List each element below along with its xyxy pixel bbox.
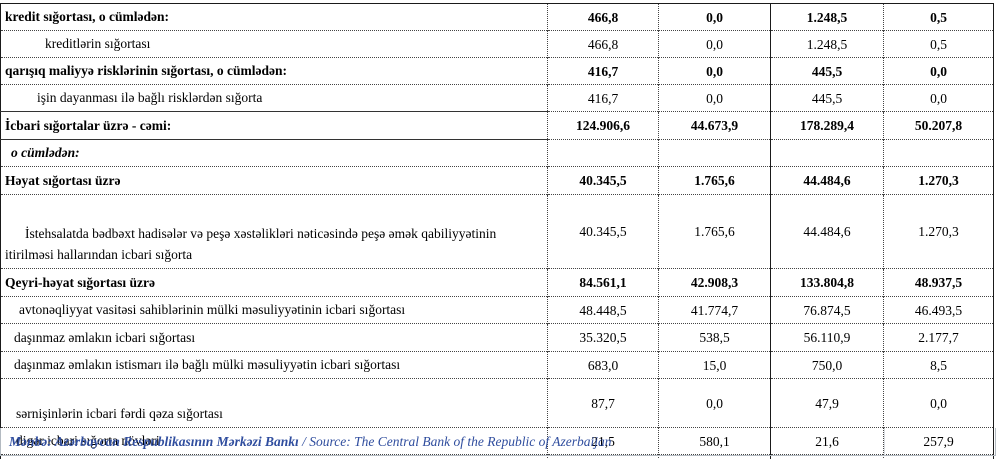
value-cell: 0,0 xyxy=(658,84,771,112)
value-cell: 0,0 xyxy=(658,30,771,58)
insurance-table: kredit sığortası, o cümlədən: 466,8 0,0 … xyxy=(0,3,994,459)
value-cell: 466,8 xyxy=(547,3,659,31)
value-cell: 1.248,5 xyxy=(770,30,884,58)
value-cell: 0,0 xyxy=(883,57,994,85)
row-label: avtonəqliyyat vasitəsi sahiblərinin mülk… xyxy=(0,296,548,324)
value-cell: 0,0 xyxy=(658,57,771,85)
row-label: daşınmaz əmlakın istismarı ilə bağlı mül… xyxy=(0,351,548,379)
value-cell: 44.673,9 xyxy=(658,111,771,140)
value-cell: 683,0 xyxy=(547,351,659,379)
value-cell: 491.604,7 xyxy=(547,454,659,459)
table-row: İstehsalatda bədbəxt hadisələr və peşə x… xyxy=(0,194,994,269)
value-cell: 35.320,5 xyxy=(547,323,659,352)
value-cell: 48.448,5 xyxy=(547,296,659,324)
row-label: YEKUN xyxy=(0,454,548,459)
table-row: işin dayanması ilə bağlı risklərdən sığo… xyxy=(0,84,994,112)
value-cell: 44.484,6 xyxy=(770,194,884,269)
value-cell: 44.484,6 xyxy=(770,166,884,195)
row-label: işin dayanması ilə bağlı risklərdən sığo… xyxy=(0,84,548,112)
value-cell: 0,5 xyxy=(883,3,994,31)
row-label: İcbari sığortalar üzrə - cəmi: xyxy=(0,111,548,140)
value-cell: 257,9 xyxy=(883,427,994,455)
value-cell: 0,0 xyxy=(883,84,994,112)
value-cell: 416,7 xyxy=(547,57,659,85)
row-label: o cümlədən: xyxy=(0,139,548,167)
table-row: Qeyri-həyat sığortası üzrə 84.561,1 42.9… xyxy=(0,268,994,297)
value-cell xyxy=(770,139,884,167)
value-cell: 174.922,9 xyxy=(658,454,771,459)
value-cell: 48.937,5 xyxy=(883,268,994,297)
value-cell: 1.248,5 xyxy=(770,3,884,31)
value-cell: 416,7 xyxy=(547,84,659,112)
value-cell: 47,9 xyxy=(770,378,884,428)
value-cell: 648.945,4 xyxy=(770,454,884,459)
table-row: Həyat sığortası üzrə 40.345,5 1.765,6 44… xyxy=(0,166,994,195)
value-cell: 124.906,6 xyxy=(547,111,659,140)
value-cell xyxy=(658,139,771,167)
row-label: digər icbari sığorta növləri xyxy=(0,427,548,455)
table-row: daşınmaz əmlakın icbari sığortası 35.320… xyxy=(0,323,994,352)
value-cell: 133.804,8 xyxy=(770,268,884,297)
table-row: kreditlərin sığortası 466,8 0,0 1.248,5 … xyxy=(0,30,994,58)
row-label: daşınmaz əmlakın icbari sığortası xyxy=(0,323,548,352)
value-cell: 466,8 xyxy=(547,30,659,58)
value-cell: 1.270,3 xyxy=(883,194,994,269)
row-label: kredit sığortası, o cümlədən: xyxy=(5,9,169,24)
value-cell: 580,1 xyxy=(658,427,771,455)
source-footer: Mənbə: Azərbaycan Respublikasının Mərkəz… xyxy=(0,428,996,456)
table-row: sərnişinlərin icbari fərdi qəza sığortas… xyxy=(0,378,994,428)
value-cell: 2.177,7 xyxy=(883,323,994,352)
value-cell: 0,0 xyxy=(658,3,771,31)
source-text-en: Source: The Central Bank of the Republic… xyxy=(309,433,612,449)
value-cell: 225.032,1 xyxy=(883,454,994,459)
table-row: qarışıq maliyyə risklərinin sığortası, o… xyxy=(0,57,994,85)
table-row: avtonəqliyyat vasitəsi sahiblərinin mülk… xyxy=(0,296,994,324)
value-cell: 445,5 xyxy=(770,57,884,85)
source-text-az: Mənbə: Azərbaycan Respublikasının Mərkəz… xyxy=(9,433,299,449)
row-label: İstehsalatda bədbəxt hadisələr və peşə x… xyxy=(0,194,548,269)
source-separator: / xyxy=(298,433,310,449)
footer-gridline xyxy=(884,428,885,455)
table-row: kredit sığortası, o cümlədən: 466,8 0,0 … xyxy=(1,3,994,31)
value-cell: 15,0 xyxy=(658,351,771,379)
value-cell: 84.561,1 xyxy=(547,268,659,297)
value-cell: 56.110,9 xyxy=(770,323,884,352)
value-cell: 41.774,7 xyxy=(658,296,771,324)
value-cell: 40.345,5 xyxy=(547,194,659,269)
row-label: sərnişinlərin icbari fərdi qəza sığortas… xyxy=(0,378,548,428)
table-row: YEKUN 491.604,7 174.922,9 648.945,4 225.… xyxy=(0,454,994,459)
value-cell: 21,6 xyxy=(770,427,884,455)
value-cell: 1.765,6 xyxy=(658,194,771,269)
value-cell: 750,0 xyxy=(770,351,884,379)
row-label: kreditlərin sığortası xyxy=(0,30,548,58)
value-cell: 8,5 xyxy=(883,351,994,379)
value-cell: 1.270,3 xyxy=(883,166,994,195)
value-cell: 1.765,6 xyxy=(658,166,771,195)
value-cell: 42.908,3 xyxy=(658,268,771,297)
value-cell: 87,7 xyxy=(547,378,659,428)
table-row: digər icbari sığorta növləri 21,5 580,1 … xyxy=(0,427,994,455)
value-cell xyxy=(547,139,659,167)
value-cell: 46.493,5 xyxy=(883,296,994,324)
table-row: o cümlədən: xyxy=(0,139,994,167)
value-cell: 0,0 xyxy=(658,378,771,428)
value-cell: 178.289,4 xyxy=(770,111,884,140)
table-row: İcbari sığortalar üzrə - cəmi: 124.906,6… xyxy=(0,111,994,140)
value-cell: 50.207,8 xyxy=(883,111,994,140)
value-cell: 21,5 xyxy=(547,427,659,455)
value-cell xyxy=(883,139,994,167)
row-label: Həyat sığortası üzrə xyxy=(0,166,548,195)
row-label: Qeyri-həyat sığortası üzrə xyxy=(0,268,548,297)
table-row: daşınmaz əmlakın istismarı ilə bağlı mül… xyxy=(0,351,994,379)
value-cell: 538,5 xyxy=(658,323,771,352)
row-label: qarışıq maliyyə risklərinin sığortası, o… xyxy=(0,57,548,85)
value-cell: 76.874,5 xyxy=(770,296,884,324)
value-cell: 445,5 xyxy=(770,84,884,112)
value-cell: 0,0 xyxy=(883,378,994,428)
value-cell: 0,5 xyxy=(883,30,994,58)
value-cell: 40.345,5 xyxy=(547,166,659,195)
